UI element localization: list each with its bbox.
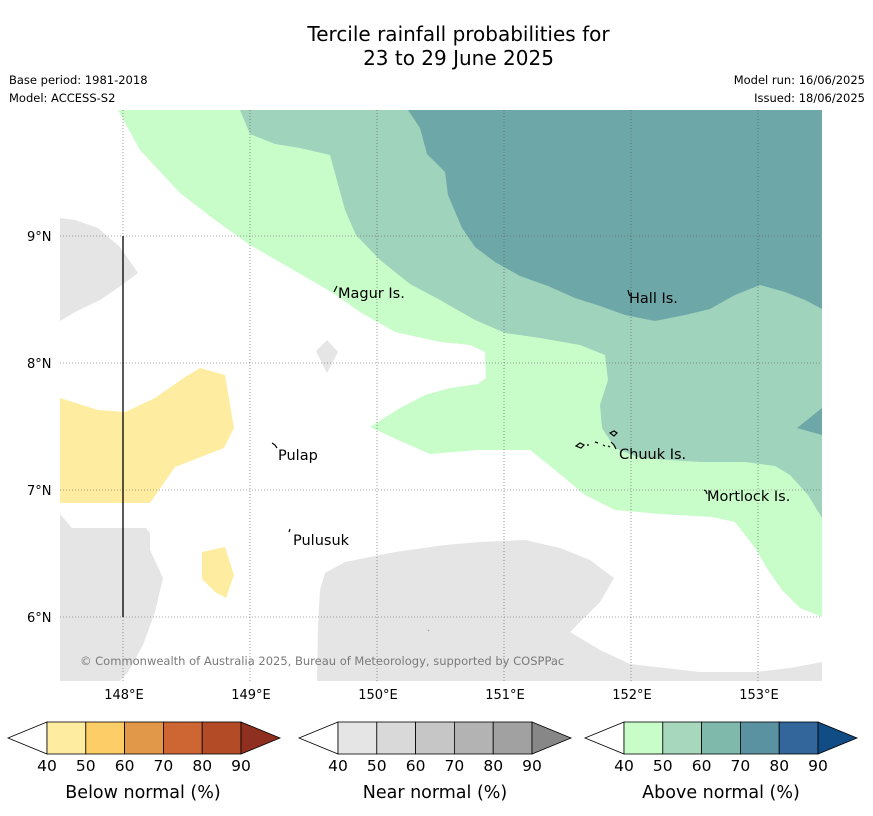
- legend-above-tick-label: 50: [653, 757, 673, 775]
- legend-below-low-extension: [6, 721, 48, 755]
- legend-below-bin: [124, 721, 164, 755]
- legend-near-tick-label: 40: [328, 757, 348, 775]
- legend-below-bin: [85, 721, 126, 755]
- legend-above-tick-label: 90: [808, 757, 828, 775]
- south-islet-shape: [427, 629, 430, 632]
- legend-near-bin: [415, 721, 455, 755]
- place-label-magur: Magur Is.: [338, 286, 405, 302]
- lat-label-6n: 6°N: [27, 611, 52, 626]
- legend-below-bin: [162, 721, 203, 755]
- place-label-chuuk: Chuuk Is.: [619, 447, 686, 463]
- legend-near-bin: [376, 721, 416, 755]
- legend-near-tick-label: 90: [522, 757, 542, 775]
- near-normal-south-region: [317, 540, 822, 681]
- legend-above-tick-label: 40: [614, 757, 634, 775]
- legend-near-high-extension: [531, 721, 573, 755]
- place-label-hall: Hall Is.: [629, 291, 678, 307]
- copyright-text: © Commonwealth of Australia 2025, Bureau…: [80, 654, 564, 668]
- legend-above-high-extension: [817, 721, 859, 755]
- legend-above-bin: [662, 721, 702, 755]
- legend-near-label: Near normal (%): [363, 783, 508, 803]
- legend-below-tick-label: 40: [37, 757, 57, 775]
- legend-above-bin: [701, 721, 741, 755]
- base-period-text: Base period: 1981-2018: [9, 73, 148, 87]
- pulusuk-island-shape: [288, 528, 291, 533]
- meta-right: Model run: 16/06/2025 Issued: 18/06/2025: [734, 71, 865, 107]
- lat-label-8n: 8°N: [27, 357, 52, 372]
- legend-above-bin: [740, 721, 780, 755]
- legend-above-label: Above normal (%): [642, 783, 800, 803]
- legend-below-tick-label: 70: [154, 757, 174, 775]
- legend-above: 40 50 60 70 80 90 Above normal (%): [583, 721, 859, 803]
- hall-island-shape: [627, 289, 631, 297]
- graticule: [60, 110, 822, 681]
- legend-near-bin: [337, 721, 378, 755]
- mortlock-island-shape: [703, 489, 708, 495]
- legend-above-tick-label: 80: [769, 757, 789, 775]
- place-label-pulap: Pulap: [278, 448, 318, 464]
- legend-near-tick-label: 60: [406, 757, 426, 775]
- near-normal-southwest-region: [60, 514, 163, 681]
- island-glyphs: [271, 285, 708, 632]
- pulap-island-shape: [271, 442, 278, 449]
- legend-below-tick-label: 90: [231, 757, 251, 775]
- legend-below-tick-label: 50: [76, 757, 96, 775]
- legend-near-bin: [492, 721, 533, 755]
- model-text: Model: ACCESS-S2: [9, 91, 116, 105]
- near-normal-island-region: [316, 340, 338, 373]
- title-line-2: 23 to 29 June 2025: [363, 46, 554, 70]
- magur-island-shape: [333, 285, 338, 293]
- above-normal-60-region-east: [797, 408, 822, 435]
- legend-below-bin: [201, 721, 242, 755]
- legend-above-low-extension: [583, 721, 625, 755]
- legend-near-tick-label: 70: [445, 757, 465, 775]
- lon-label-150e: 150°E: [358, 688, 398, 703]
- legend-above-bin: [778, 721, 819, 755]
- above-normal-60-region: [408, 110, 822, 321]
- legend-near-tick-label: 50: [367, 757, 387, 775]
- meta-left: Base period: 1981-2018 Model: ACCESS-S2: [9, 71, 148, 107]
- map-title: Tercile rainfall probabilities for 23 to…: [0, 22, 873, 70]
- legend-below-high-extension: [240, 721, 282, 755]
- legend-near-bin: [453, 721, 494, 755]
- legend-near-tick-label: 80: [483, 757, 503, 775]
- near-normal-west-region: [60, 218, 138, 321]
- lon-label-148e: 148°E: [104, 688, 144, 703]
- lon-label-153e: 153°E: [739, 688, 779, 703]
- lon-label-152e: 152°E: [612, 688, 652, 703]
- below-normal-west-region: [60, 368, 234, 503]
- model-run-text: Model run: 16/06/2025: [733, 73, 865, 87]
- legend-below-tick-label: 60: [115, 757, 135, 775]
- place-label-mortlock: Mortlock Is.: [707, 489, 790, 505]
- legend-below-label: Below normal (%): [65, 783, 220, 803]
- legends: 40 50 60 70 80 90 Below normal (%) 40 50 60 70 80 90…: [6, 721, 859, 803]
- lat-label-9n: 9°N: [27, 230, 52, 245]
- title-line-1: Tercile rainfall probabilities for: [307, 22, 610, 46]
- legend-below-tick-label: 80: [192, 757, 212, 775]
- legend-above-bin: [623, 721, 664, 755]
- lat-label-7n: 7°N: [27, 484, 52, 499]
- legend-above-tick-label: 70: [731, 757, 751, 775]
- lon-label-149e: 149°E: [231, 688, 271, 703]
- chuuk-lagoon-shape: [574, 430, 618, 450]
- legend-below: 40 50 60 70 80 90 Below normal (%): [6, 721, 282, 803]
- lon-label-151e: 151°E: [485, 688, 525, 703]
- legend-near: 40 50 60 70 80 90 Near normal (%): [297, 721, 573, 803]
- legend-below-bin: [46, 721, 87, 755]
- legend-above-tick-label: 60: [692, 757, 712, 775]
- below-normal-small-region: [202, 547, 234, 598]
- place-label-pulusuk: Pulusuk: [293, 533, 350, 549]
- issued-text: Issued: 18/06/2025: [754, 91, 865, 105]
- legend-near-low-extension: [297, 721, 339, 755]
